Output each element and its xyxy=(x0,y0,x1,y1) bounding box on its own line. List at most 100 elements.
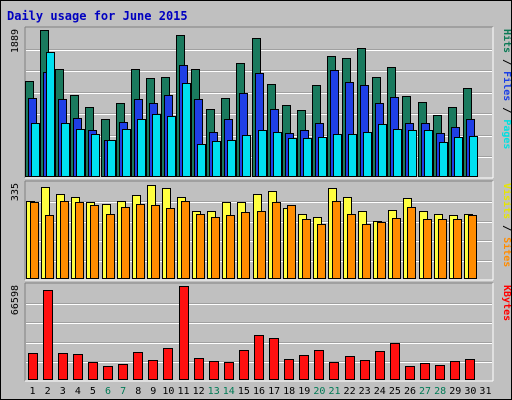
bar-pages-day-18 xyxy=(288,138,297,177)
x-tick-label-day-20: 20 xyxy=(313,386,325,397)
chart-panels: 1889 Hits / Files / Pages 335 Visits / Site… xyxy=(10,26,511,382)
bar-pages-day-5 xyxy=(91,134,100,177)
bar-sites-day-28 xyxy=(438,219,447,279)
bar-kbytes-day-29 xyxy=(450,361,460,380)
bar-kbytes-day-10 xyxy=(163,348,173,380)
x-tick-label-day-8: 8 xyxy=(135,386,141,397)
bar-pages-day-11 xyxy=(182,83,191,177)
bar-pages-day-4 xyxy=(76,129,85,177)
bar-kbytes-day-17 xyxy=(269,338,279,380)
bar-pages-day-26 xyxy=(408,130,417,177)
x-tick-label-day-5: 5 xyxy=(90,386,96,397)
bar-pages-day-25 xyxy=(393,129,402,177)
legend-separator: / xyxy=(501,101,511,119)
x-tick-label-day-30: 30 xyxy=(464,386,476,397)
x-tick-label-day-7: 7 xyxy=(120,386,126,397)
x-tick-label-day-26: 26 xyxy=(404,386,416,397)
bar-kbytes-day-22 xyxy=(345,356,355,380)
bar-pages-day-16 xyxy=(258,130,267,177)
bar-sites-day-27 xyxy=(423,219,432,279)
bar-sites-day-22 xyxy=(347,214,356,279)
legend-kbytes: KBytes xyxy=(501,285,511,321)
bar-kbytes-day-23 xyxy=(360,360,370,380)
bar-sites-day-18 xyxy=(287,205,296,279)
legend-pages: Pages xyxy=(501,119,511,149)
legend-files: Files xyxy=(501,71,511,101)
bar-kbytes-day-2 xyxy=(43,290,53,380)
x-tick-label-day-29: 29 xyxy=(449,386,461,397)
bar-pages-day-21 xyxy=(333,134,342,177)
bar-kbytes-day-28 xyxy=(435,365,445,380)
bar-pages-day-19 xyxy=(303,138,312,177)
panel-legend: Visits / Sites xyxy=(501,183,511,267)
panel-kbytes: 66598 KBytes xyxy=(10,282,511,382)
bar-pages-day-1 xyxy=(31,123,40,177)
legend-hits: Hits xyxy=(501,29,511,53)
bar-sites-day-26 xyxy=(407,207,416,279)
bar-kbytes-day-27 xyxy=(420,363,430,380)
bar-sites-day-20 xyxy=(317,224,326,279)
panel-max-label: 335 xyxy=(10,183,21,201)
x-tick-label-day-23: 23 xyxy=(359,386,371,397)
panel-legend: Hits / Files / Pages xyxy=(501,29,511,149)
bar-kbytes-day-7 xyxy=(118,364,128,380)
bar-pages-day-20 xyxy=(318,137,327,177)
bar-kbytes-day-3 xyxy=(58,353,68,380)
bar-pages-day-8 xyxy=(137,119,146,177)
bar-sites-day-17 xyxy=(272,202,281,279)
bar-kbytes-day-1 xyxy=(28,353,38,380)
bar-sites-day-3 xyxy=(60,201,69,279)
bar-kbytes-day-5 xyxy=(88,362,98,380)
bar-sites-day-21 xyxy=(332,201,341,279)
bar-pages-day-12 xyxy=(197,144,206,177)
bar-kbytes-day-24 xyxy=(375,351,385,380)
bar-kbytes-day-13 xyxy=(209,361,219,380)
x-tick-label-day-17: 17 xyxy=(268,386,280,397)
bar-sites-day-13 xyxy=(211,217,220,279)
bar-pages-day-10 xyxy=(167,116,176,177)
bar-kbytes-day-12 xyxy=(194,358,204,380)
x-tick-label-day-22: 22 xyxy=(344,386,356,397)
bar-sites-day-10 xyxy=(166,208,175,279)
bar-kbytes-day-21 xyxy=(329,362,339,380)
x-tick-label-day-13: 13 xyxy=(208,386,220,397)
panel-max-label: 1889 xyxy=(10,29,21,53)
x-tick-label-day-6: 6 xyxy=(105,386,111,397)
x-tick-label-day-10: 10 xyxy=(162,386,174,397)
x-tick-label-day-24: 24 xyxy=(374,386,386,397)
x-tick-label-day-1: 1 xyxy=(30,386,36,397)
bar-kbytes-day-15 xyxy=(239,350,249,380)
bar-pages-day-28 xyxy=(439,142,448,177)
legend-visits: Visits xyxy=(501,183,511,219)
bar-kbytes-day-26 xyxy=(405,366,415,380)
bar-pages-day-6 xyxy=(107,140,116,177)
bar-sites-day-9 xyxy=(151,205,160,279)
bar-sites-day-30 xyxy=(468,215,477,279)
x-tick-label-day-12: 12 xyxy=(193,386,205,397)
x-tick-label-day-28: 28 xyxy=(434,386,446,397)
legend-separator: / xyxy=(501,219,511,237)
x-axis-labels: 1 2 3 4 5 6 7 8 9 10 11 12 13 14 15 16 17 18 19 20 21 22 23 24 2… xyxy=(30,386,492,397)
bar-kbytes-day-20 xyxy=(314,350,324,380)
bar-pages-day-24 xyxy=(378,124,387,177)
x-tick-label-day-25: 25 xyxy=(389,386,401,397)
bar-kbytes-day-6 xyxy=(103,366,113,380)
bar-sites-day-19 xyxy=(302,219,311,279)
bar-pages-day-30 xyxy=(469,136,478,177)
bar-kbytes-day-16 xyxy=(254,335,264,380)
x-tick-label-day-11: 11 xyxy=(177,386,189,397)
bar-pages-day-9 xyxy=(152,114,161,177)
x-tick-label-day-18: 18 xyxy=(283,386,295,397)
bar-pages-day-2 xyxy=(46,52,55,177)
bar-kbytes-day-11 xyxy=(179,286,189,380)
bar-sites-day-23 xyxy=(362,224,371,279)
bar-sites-day-5 xyxy=(90,205,99,279)
x-tick-label-day-9: 9 xyxy=(150,386,156,397)
bar-sites-day-25 xyxy=(392,218,401,279)
bar-kbytes-day-18 xyxy=(284,359,294,380)
bar-pages-day-27 xyxy=(424,130,433,177)
bar-kbytes-day-9 xyxy=(148,360,158,380)
panel-max-label: 66598 xyxy=(10,285,21,315)
